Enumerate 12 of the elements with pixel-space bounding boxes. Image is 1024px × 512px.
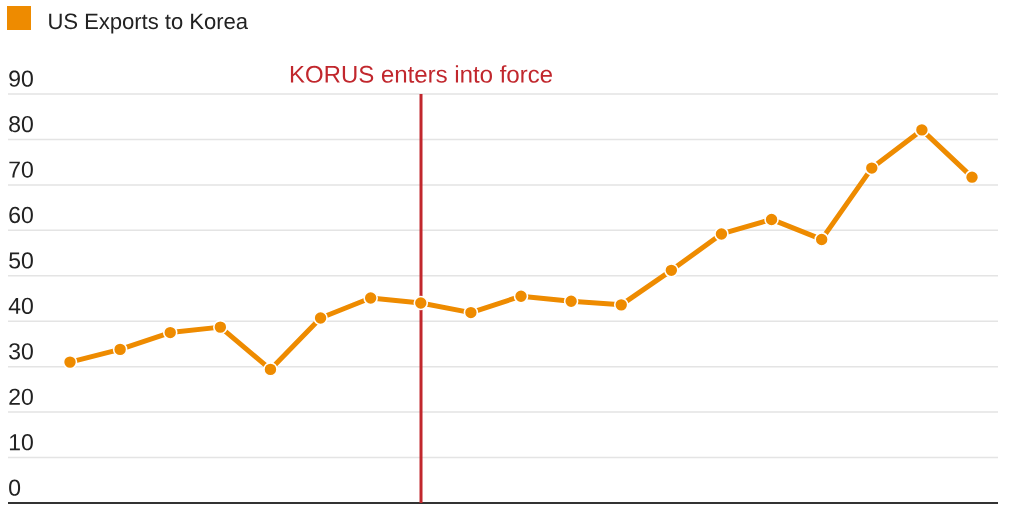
y-tick-label: 30: [9, 343, 33, 360]
y-tick-label: 40: [8, 297, 33, 315]
y-tick-label: 10: [9, 434, 33, 451]
text: KORUS enters into force: [290, 65, 552, 83]
y-tick-label: 20: [9, 388, 33, 405]
y-tick-label: 80: [9, 115, 33, 133]
y-tick-label: 60: [9, 206, 33, 224]
y-tick-label: 70: [9, 161, 33, 178]
y-tick-label: 0: [9, 479, 21, 496]
y-tick-label: 50: [9, 252, 33, 269]
legend-label: US Exports to Korea: [49, 13, 249, 34]
y-tick-label: 90: [9, 70, 33, 87]
